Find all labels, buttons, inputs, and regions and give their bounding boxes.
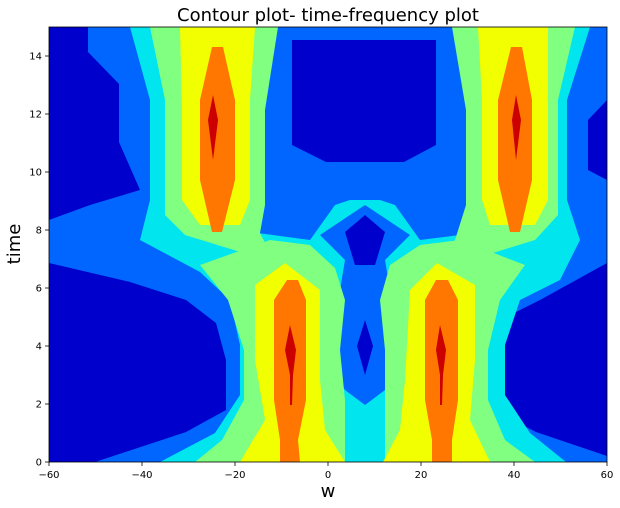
chart-title: Contour plot- time-frequency plot [177,5,479,26]
y-tick-label: 4 [36,342,42,353]
y-tick-label: 2 [36,400,42,411]
x-tick-label: 40 [508,470,521,481]
x-tick-label: 20 [415,470,428,481]
x-tick-label: 0 [325,470,331,481]
y-tick-label: 8 [36,226,42,237]
contour-plot-area [49,27,607,462]
y-axis: 0 2 4 6 8 10 12 14 [29,52,49,469]
contour-level-0-low [357,320,373,375]
contour-level-6-right-top [512,95,521,160]
x-axis: −60 −40 −20 0 20 40 60 [38,462,613,481]
contour-level-0-top [292,40,436,162]
contour-level-6-right-bot [436,325,446,405]
y-axis-label: time [4,224,25,265]
y-tick-label: 14 [29,52,42,63]
contour-level-6-left-bot [285,325,296,405]
y-tick-label: 10 [29,168,42,179]
x-tick-label: 60 [601,470,614,481]
x-tick-label: −20 [224,470,245,481]
y-tick-label: 0 [36,458,42,469]
x-tick-label: −40 [131,470,152,481]
contour-level-5-left-top [200,47,235,232]
y-tick-label: 6 [36,284,42,295]
y-tick-label: 12 [29,110,42,121]
contour-level-6-left-top [208,95,218,160]
contour-level-0-mid [345,215,385,265]
x-axis-label: w [321,481,336,502]
x-tick-label: −60 [38,470,59,481]
